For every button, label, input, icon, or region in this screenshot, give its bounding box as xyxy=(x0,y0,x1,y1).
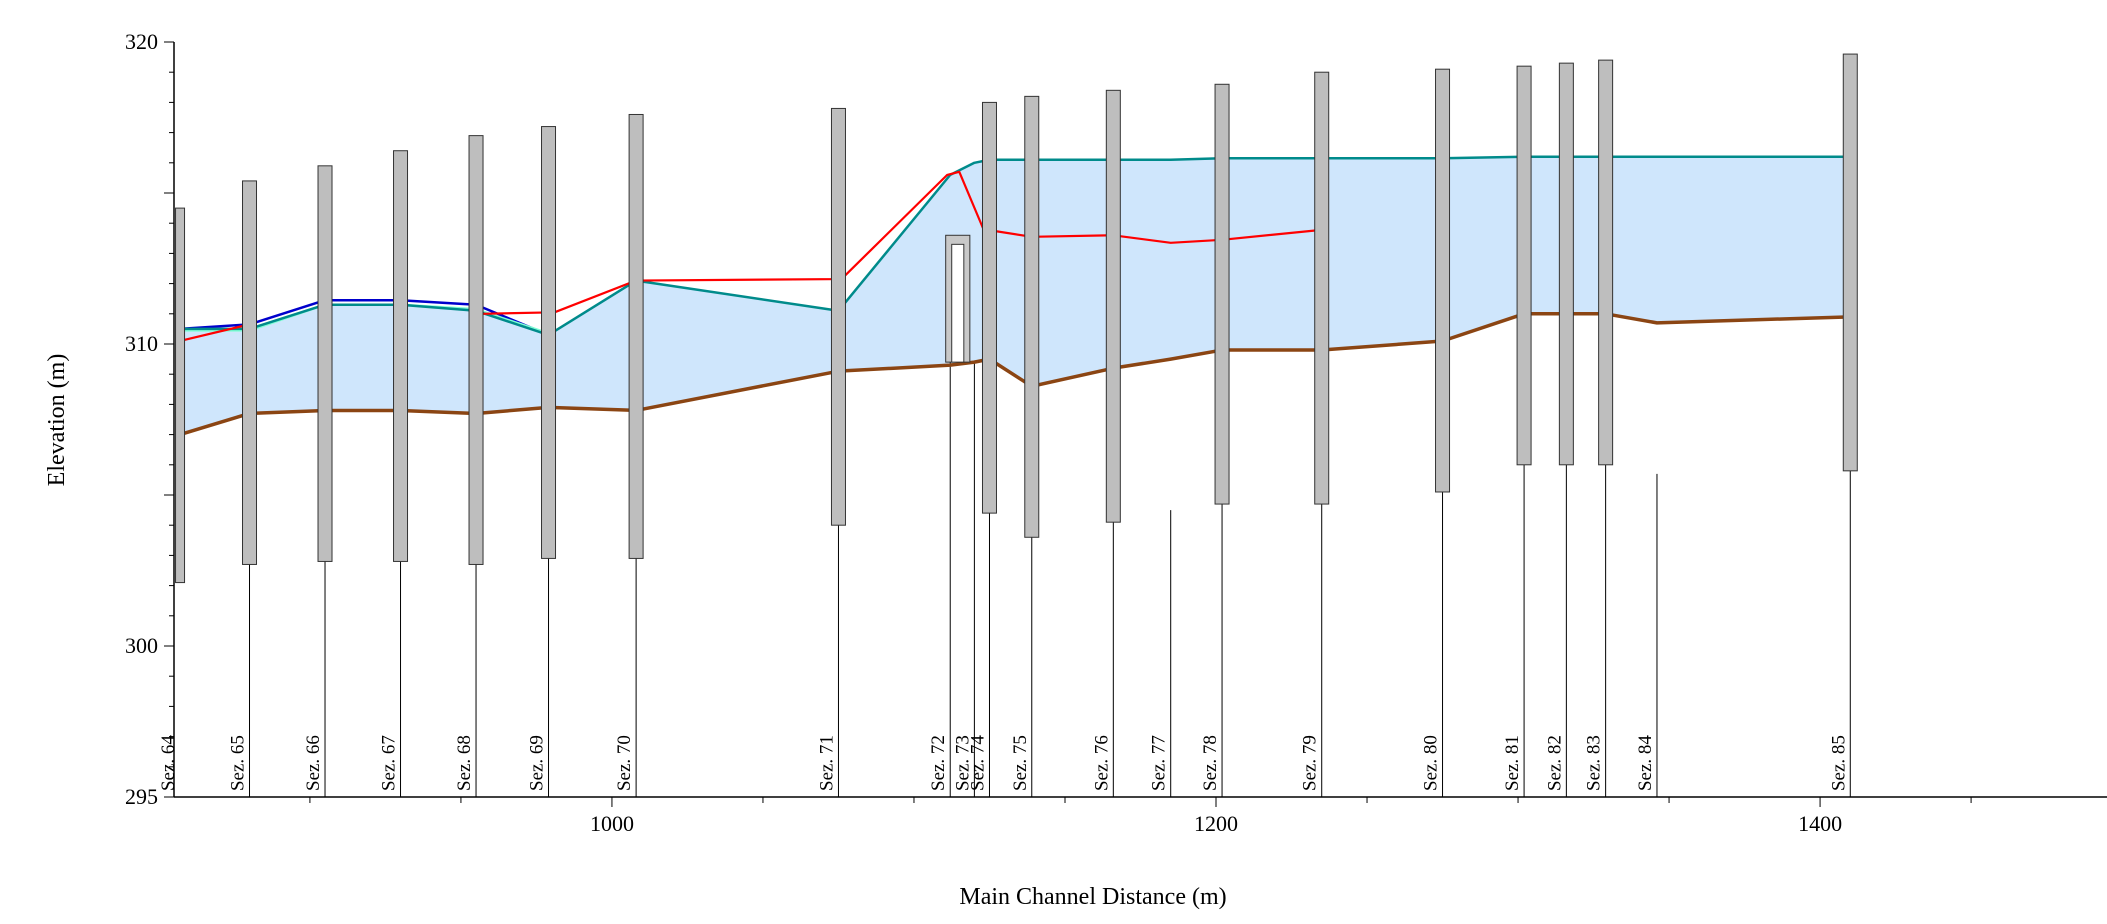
section-label: Sez. 82 xyxy=(1544,735,1565,791)
bank-bar-sez-69 xyxy=(541,126,557,559)
section-label: Sez. 75 xyxy=(1010,735,1031,791)
red-profile-line-0 xyxy=(179,323,250,343)
section-label: Sez. 65 xyxy=(228,735,249,791)
section-label: Sez. 73 xyxy=(952,735,973,791)
bank-bar-sez-76 xyxy=(1105,89,1121,523)
bank-bar-sez-68 xyxy=(468,135,484,565)
section-label: Sez. 67 xyxy=(379,735,400,791)
x-tick-label: 1000 xyxy=(590,811,634,836)
section-label: Sez. 69 xyxy=(527,735,548,791)
y-tick-label: 300 xyxy=(125,633,158,658)
bank-bar-sez-74 xyxy=(981,101,997,514)
section-label: Sez. 85 xyxy=(1828,735,1849,791)
section-label: Sez. 79 xyxy=(1300,735,1321,791)
bank-bar-sez-82 xyxy=(1558,62,1574,466)
water-fill-layer xyxy=(180,156,1851,435)
y-tick-label: 295 xyxy=(125,784,158,809)
section-label: Sez. 81 xyxy=(1502,735,1523,791)
section-label: Sez. 66 xyxy=(303,735,324,791)
section-label: Sez. 72 xyxy=(928,735,949,791)
bank-bar-sez-85 xyxy=(1842,53,1858,472)
section-label: Sez. 70 xyxy=(614,735,635,791)
section-label: Sez. 64 xyxy=(158,735,179,791)
y-axis-label: Elevation (m) xyxy=(44,354,70,487)
bank-bar-sez-75 xyxy=(1024,95,1040,538)
section-label: Sez. 68 xyxy=(454,735,475,791)
profile-series-layer xyxy=(179,155,1851,437)
x-axis-label: Main Channel Distance (m) xyxy=(959,884,1226,910)
section-label: Sez. 77 xyxy=(1149,735,1170,791)
bank-bar-sez-65 xyxy=(242,180,258,565)
bank-bar-sez-71 xyxy=(830,107,846,526)
bank-bar-sez-78 xyxy=(1214,83,1230,505)
bank-bar-sez-80 xyxy=(1435,68,1451,493)
structure-opening xyxy=(951,243,965,363)
bank-bar-sez-83 xyxy=(1598,59,1614,466)
section-label: Sez. 84 xyxy=(1635,735,1656,791)
bank-bars-layer xyxy=(175,53,1858,584)
section-label: Sez. 78 xyxy=(1200,735,1221,791)
structure-layer xyxy=(945,234,971,363)
y-tick-label: 320 xyxy=(125,29,158,54)
axes-layer: 295 300 310 320 1000 1200 1400 xyxy=(125,29,2107,836)
bank-bar-sez-64 xyxy=(175,207,186,584)
section-label: Sez. 76 xyxy=(1091,735,1112,791)
water-area xyxy=(180,156,1851,435)
blue-profile-line-0 xyxy=(179,298,549,337)
bank-bar-sez-81 xyxy=(1516,65,1532,466)
water-surface-line-0 xyxy=(180,155,1851,337)
y-tick-label: 310 xyxy=(125,331,158,356)
red-profile-line-1 xyxy=(482,170,1328,315)
section-label: Sez. 71 xyxy=(816,735,837,791)
bank-bar-sez-79 xyxy=(1314,71,1330,505)
x-tick-label: 1200 xyxy=(1194,811,1238,836)
section-label: Sez. 80 xyxy=(1421,735,1442,791)
x-tick-label: 1400 xyxy=(1798,811,1842,836)
section-label: Sez. 83 xyxy=(1584,735,1605,791)
bed-line-0 xyxy=(179,312,1851,437)
section-labels-layer: Sez. 64 Sez. 65 Sez. 66 Sez. 67 Sez. 68 Sez. … xyxy=(158,735,1849,791)
bank-bar-sez-70 xyxy=(628,113,644,559)
section-label: Sez. 74 xyxy=(967,735,988,791)
bank-bar-sez-66 xyxy=(317,165,333,562)
bank-bar-sez-67 xyxy=(393,150,409,562)
